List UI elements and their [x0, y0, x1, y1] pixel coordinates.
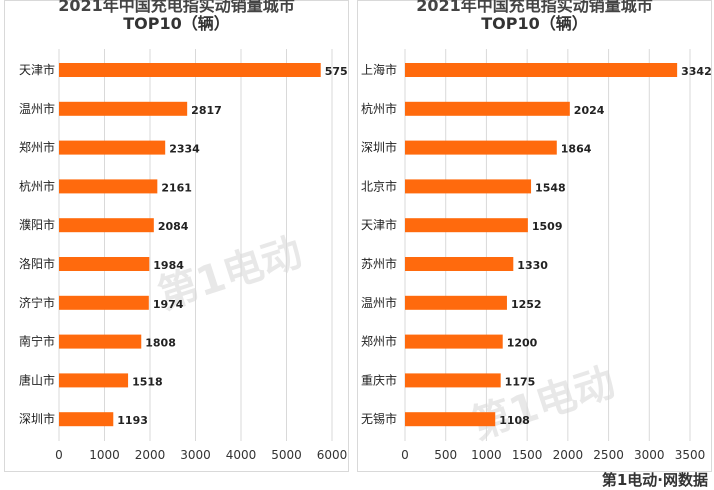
- x-tick-label: 6000: [317, 448, 348, 462]
- category-label: 天津市: [19, 62, 55, 77]
- x-tick-label: 1500: [512, 448, 543, 462]
- chart-title: TOP10（辆）: [123, 14, 230, 33]
- x-tick-label: 500: [434, 448, 457, 462]
- data-label: 1108: [499, 414, 530, 427]
- x-tick-label: 0: [55, 448, 63, 462]
- bar: [59, 63, 321, 77]
- x-tick-label: 3000: [180, 448, 211, 462]
- category-label: 洛阳市: [19, 256, 55, 271]
- bar-chart-right: 0 500 1000 1500 2000 2500 3000 3500 上海市 3342 杭州市 20…: [361, 49, 711, 462]
- data-label: 1509: [532, 220, 563, 233]
- category-label: 重庆市: [361, 372, 397, 387]
- bar: [59, 101, 188, 116]
- bar: [405, 295, 507, 310]
- data-label: 1252: [511, 298, 542, 311]
- bar: [59, 334, 142, 349]
- data-label: 2161: [161, 181, 192, 194]
- bar-chart-left: 0 1000 2000 3000 4000 5000 6000 天津市 5752 温州市 2817 郑…: [19, 49, 348, 462]
- bar: [59, 412, 114, 427]
- brand-logo-text: 第1电动·网数据: [601, 471, 708, 489]
- data-label: 1984: [153, 259, 184, 272]
- bar: [405, 412, 496, 427]
- x-tick-label: 1000: [471, 448, 502, 462]
- category-label: 温州市: [19, 101, 55, 116]
- x-tick-label: 1000: [89, 448, 120, 462]
- x-tick-label: 2500: [593, 448, 624, 462]
- category-label: 无锡市: [361, 411, 397, 426]
- bar: [59, 257, 150, 271]
- category-label: 北京市: [361, 178, 397, 193]
- category-label: 温州市: [361, 295, 397, 310]
- category-label: 苏州市: [361, 256, 397, 271]
- x-tick-label: 5000: [271, 448, 302, 462]
- data-label: 1330: [517, 259, 548, 272]
- data-label: 2084: [158, 220, 189, 233]
- x-tick-label: 4000: [226, 448, 257, 462]
- category-label: 杭州市: [19, 178, 55, 193]
- bar: [59, 373, 129, 388]
- chart-panel-right: 2021年中国充电指实动销量城市 TOP10（辆） 第1电动 0 500 1000 1…: [357, 0, 712, 472]
- x-tick-label: 2000: [135, 448, 166, 462]
- bar: [405, 373, 501, 388]
- category-label: 郑州市: [19, 140, 55, 155]
- x-tick-label: 3500: [675, 448, 706, 462]
- category-label: 深圳市: [361, 140, 397, 155]
- chart-panel-left: 2021年中国充电指实动销量城市 TOP10（辆） 第1电动 0 1000 2000…: [4, 0, 349, 472]
- bar: [405, 140, 557, 155]
- bar: [405, 63, 678, 77]
- data-label: 1175: [505, 375, 536, 388]
- category-label: 杭州市: [361, 101, 397, 116]
- category-label: 南宁市: [19, 334, 55, 349]
- x-tick-label: 2000: [553, 448, 584, 462]
- chart-title-top: 2021年中国充电指实动销量城市: [58, 0, 295, 15]
- category-label: 濮阳市: [19, 217, 55, 232]
- bar: [405, 218, 528, 233]
- category-label: 深圳市: [19, 411, 55, 426]
- bar: [405, 257, 514, 271]
- category-label: 天津市: [361, 217, 397, 232]
- chart-title: TOP10（辆）: [481, 14, 588, 33]
- bar: [59, 179, 158, 194]
- data-label: 2024: [574, 104, 605, 117]
- data-label: 1193: [117, 414, 148, 427]
- chart-title-top: 2021年中国充电指实动销量城市: [416, 0, 653, 15]
- bar: [59, 295, 149, 310]
- bar: [405, 101, 570, 116]
- data-label: 1518: [132, 375, 163, 388]
- data-label: 1200: [507, 337, 538, 350]
- data-label: 1808: [145, 337, 176, 350]
- category-label: 唐山市: [19, 372, 55, 387]
- x-tick-label: 3000: [634, 448, 665, 462]
- bar: [405, 179, 532, 194]
- category-label: 上海市: [361, 62, 397, 77]
- data-label: 1548: [535, 181, 566, 194]
- category-label: 郑州市: [361, 334, 397, 349]
- bar: [59, 218, 154, 233]
- category-label: 济宁市: [19, 295, 55, 310]
- data-label: 3342: [681, 65, 711, 78]
- data-label: 5752: [325, 65, 348, 78]
- bar: [59, 140, 166, 155]
- data-label: 2817: [191, 104, 222, 117]
- data-label: 1974: [153, 298, 184, 311]
- data-label: 2334: [169, 143, 200, 156]
- data-label: 1864: [561, 143, 592, 156]
- bar: [405, 334, 503, 349]
- x-tick-label: 0: [401, 448, 409, 462]
